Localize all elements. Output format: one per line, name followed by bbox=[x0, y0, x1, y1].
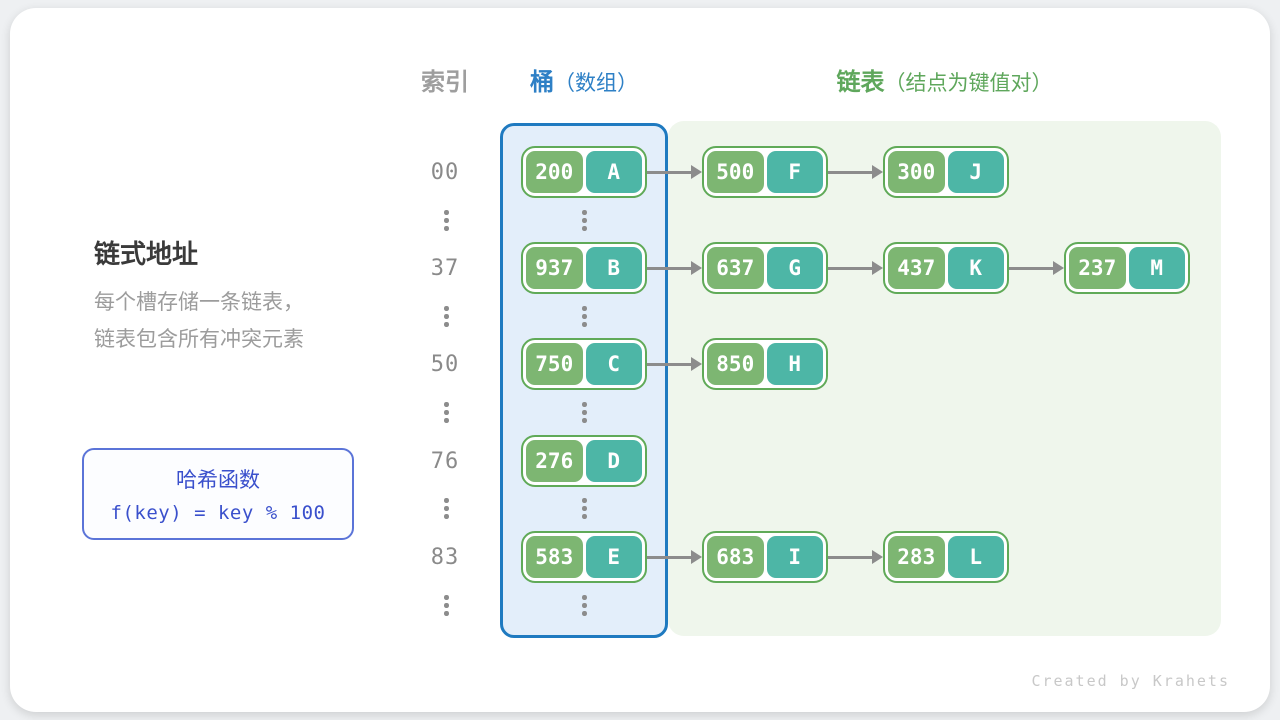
vertical-ellipsis-icon bbox=[444, 306, 449, 327]
node-key: 850 bbox=[707, 343, 764, 385]
bucket-node: 583 E bbox=[521, 531, 647, 583]
arrow-right-icon bbox=[647, 260, 702, 276]
list-column-header: 链表（结点为键值对） bbox=[668, 62, 1221, 97]
node-value: C bbox=[585, 343, 642, 385]
node-value: F bbox=[766, 151, 823, 193]
hash-function-title: 哈希函数 bbox=[176, 469, 260, 492]
arrow-right-icon bbox=[647, 549, 702, 565]
index-label: 37 bbox=[430, 255, 460, 281]
node-value: A bbox=[585, 151, 642, 193]
hash-row: 83 583 E 683 I 283 L bbox=[409, 531, 1009, 583]
node-value: K bbox=[947, 247, 1004, 289]
watermark: Created by Krahets bbox=[1031, 672, 1230, 690]
bucket-header-note: （数组） bbox=[554, 72, 638, 95]
arrow-right-icon bbox=[647, 164, 702, 180]
list-header-label: 链表 bbox=[836, 69, 885, 96]
node-key: 237 bbox=[1069, 247, 1126, 289]
vertical-ellipsis-icon bbox=[444, 498, 449, 519]
vertical-ellipsis-icon bbox=[582, 595, 587, 616]
bucket-node: 200 A bbox=[521, 146, 647, 198]
arrow-right-icon bbox=[1009, 260, 1064, 276]
index-label: 76 bbox=[430, 448, 460, 474]
node-value: M bbox=[1128, 247, 1185, 289]
bucket-node: 750 C bbox=[521, 338, 647, 390]
hash-function-formula: f(key) = key % 100 bbox=[110, 502, 326, 524]
node-value: I bbox=[766, 536, 823, 578]
list-node: 683 I bbox=[702, 531, 828, 583]
node-key: 276 bbox=[526, 440, 583, 482]
vertical-ellipsis-icon bbox=[582, 498, 587, 519]
vertical-ellipsis-icon bbox=[582, 210, 587, 231]
node-key: 300 bbox=[888, 151, 945, 193]
list-node: 283 L bbox=[883, 531, 1009, 583]
index-label: 00 bbox=[430, 159, 460, 185]
node-value: D bbox=[585, 440, 642, 482]
hash-row: 00 200 A 500 F 300 J bbox=[409, 146, 1009, 198]
concept-description-line: 链表包含所有冲突元素 bbox=[94, 328, 304, 351]
node-key: 500 bbox=[707, 151, 764, 193]
bucket-header-label: 桶 bbox=[530, 69, 554, 96]
bucket-node: 937 B bbox=[521, 242, 647, 294]
node-key: 200 bbox=[526, 151, 583, 193]
node-key: 637 bbox=[707, 247, 764, 289]
list-node: 850 H bbox=[702, 338, 828, 390]
node-value: H bbox=[766, 343, 823, 385]
node-key: 750 bbox=[526, 343, 583, 385]
diagram-card: 索引 桶（数组） 链表（结点为键值对） 00 200 A 500 F 300 J… bbox=[10, 8, 1270, 712]
vertical-ellipsis-icon bbox=[582, 402, 587, 423]
arrow-right-icon bbox=[828, 164, 883, 180]
node-key: 283 bbox=[888, 536, 945, 578]
vertical-ellipsis-icon bbox=[582, 306, 587, 327]
node-key: 437 bbox=[888, 247, 945, 289]
node-value: E bbox=[585, 536, 642, 578]
hash-row: 37 937 B 637 G 437 K 237 M bbox=[409, 242, 1190, 294]
arrow-right-icon bbox=[828, 260, 883, 276]
hash-row: 76 276 D bbox=[409, 435, 647, 487]
index-column-header: 索引 bbox=[409, 62, 481, 97]
list-node: 637 G bbox=[702, 242, 828, 294]
index-label: 83 bbox=[430, 544, 460, 570]
arrow-right-icon bbox=[828, 549, 883, 565]
vertical-ellipsis-icon bbox=[444, 402, 449, 423]
list-node: 437 K bbox=[883, 242, 1009, 294]
node-key: 683 bbox=[707, 536, 764, 578]
hash-row: 50 750 C 850 H bbox=[409, 338, 828, 390]
list-node: 237 M bbox=[1064, 242, 1190, 294]
node-value: J bbox=[947, 151, 1004, 193]
vertical-ellipsis-icon bbox=[444, 595, 449, 616]
bucket-column-header: 桶（数组） bbox=[480, 62, 688, 97]
list-node: 500 F bbox=[702, 146, 828, 198]
concept-description-line: 每个槽存储一条链表， bbox=[94, 291, 304, 314]
node-value: G bbox=[766, 247, 823, 289]
concept-title: 链式地址 bbox=[94, 239, 199, 269]
arrow-right-icon bbox=[647, 356, 702, 372]
node-value: L bbox=[947, 536, 1004, 578]
node-key: 583 bbox=[526, 536, 583, 578]
node-key: 937 bbox=[526, 247, 583, 289]
hash-function-box: 哈希函数 f(key) = key % 100 bbox=[82, 448, 354, 540]
concept-description: 每个槽存储一条链表， 链表包含所有冲突元素 bbox=[94, 284, 304, 358]
index-header-label: 索引 bbox=[421, 69, 469, 96]
list-header-note: （结点为键值对） bbox=[884, 72, 1053, 95]
vertical-ellipsis-icon bbox=[444, 210, 449, 231]
bucket-node: 276 D bbox=[521, 435, 647, 487]
node-value: B bbox=[585, 247, 642, 289]
index-label: 50 bbox=[430, 351, 460, 377]
list-node: 300 J bbox=[883, 146, 1009, 198]
